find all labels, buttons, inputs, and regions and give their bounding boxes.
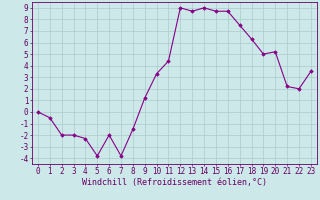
X-axis label: Windchill (Refroidissement éolien,°C): Windchill (Refroidissement éolien,°C) (82, 178, 267, 187)
